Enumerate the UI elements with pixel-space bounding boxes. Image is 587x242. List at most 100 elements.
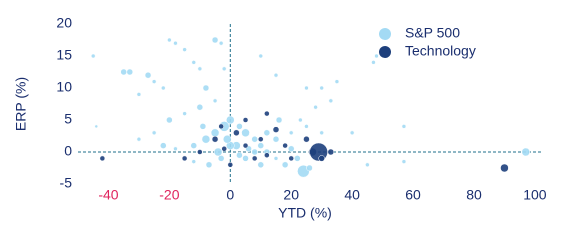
point [217, 155, 225, 162]
point [521, 147, 531, 157]
y-tick-label: 10 [56, 79, 72, 95]
legend-marker [379, 28, 391, 40]
point [210, 128, 220, 138]
point [218, 123, 224, 130]
point [233, 129, 240, 137]
point [281, 161, 289, 169]
point [182, 111, 187, 116]
point [275, 116, 283, 124]
y-tick-label: 15 [56, 47, 72, 63]
point [318, 155, 325, 162]
point [90, 53, 96, 59]
point [173, 146, 178, 152]
point [319, 130, 324, 136]
point [242, 142, 249, 149]
y-axis-label: ERP (%) [13, 77, 29, 131]
point [227, 162, 234, 168]
point [401, 124, 407, 129]
point [272, 135, 280, 143]
point [327, 148, 335, 156]
x-tick-label: -40 [98, 187, 118, 203]
point [319, 85, 324, 91]
point [242, 155, 249, 162]
point [221, 66, 227, 72]
point [241, 128, 250, 138]
point [258, 136, 264, 142]
point [226, 115, 235, 125]
point [258, 53, 264, 59]
legend-label: S&P 500 [405, 25, 460, 41]
point [151, 130, 157, 136]
point [263, 129, 271, 137]
point [303, 135, 310, 143]
x-tick-label: 80 [466, 187, 482, 203]
point [374, 53, 379, 59]
point [213, 147, 223, 157]
point [288, 155, 294, 162]
point [205, 161, 213, 169]
point [191, 159, 196, 164]
x-tick-label: 60 [405, 187, 421, 203]
y-tick-label: 5 [64, 111, 72, 127]
point [282, 142, 288, 149]
point [257, 142, 265, 149]
point [181, 155, 188, 162]
point [287, 145, 295, 153]
point [272, 126, 280, 133]
point [120, 68, 127, 76]
point [126, 68, 134, 76]
point [264, 152, 270, 158]
point [371, 60, 376, 65]
point [401, 159, 407, 164]
x-tick-label: -20 [159, 187, 179, 203]
point [161, 85, 166, 91]
x-axis-label: YTD (%) [278, 205, 332, 221]
point [221, 146, 227, 152]
point [202, 84, 210, 92]
point [182, 47, 187, 52]
point [151, 79, 157, 84]
x-tick-label: 100 [523, 187, 547, 203]
point [257, 161, 265, 169]
point [211, 36, 219, 44]
point [201, 134, 211, 144]
point [304, 124, 309, 129]
point [212, 98, 218, 104]
point [288, 130, 294, 136]
x-tick-label: 20 [283, 187, 299, 203]
point [251, 135, 258, 143]
point [136, 92, 142, 97]
point [251, 148, 258, 156]
point [196, 103, 204, 111]
point [236, 151, 243, 159]
point [199, 123, 207, 130]
y-tick-label: 0 [64, 143, 72, 159]
point [197, 149, 203, 155]
point [223, 134, 232, 144]
point [349, 130, 355, 136]
point [334, 79, 340, 84]
x-tick-label: 0 [226, 187, 234, 203]
point [306, 164, 313, 172]
legend-marker [379, 46, 391, 58]
point [166, 116, 173, 124]
point [251, 155, 258, 162]
point [273, 156, 279, 161]
point [500, 163, 509, 173]
point [173, 40, 178, 46]
point [242, 117, 249, 123]
point [298, 117, 303, 123]
point [328, 98, 334, 104]
point [160, 142, 167, 149]
y-tick-label: 20 [56, 15, 72, 31]
y-tick-label: -5 [60, 175, 73, 191]
point [365, 162, 370, 168]
point [211, 135, 219, 143]
point [264, 110, 270, 117]
point [136, 136, 142, 142]
point [190, 142, 197, 149]
point [99, 155, 106, 162]
point [144, 71, 152, 79]
point [167, 37, 172, 43]
point [94, 124, 99, 129]
